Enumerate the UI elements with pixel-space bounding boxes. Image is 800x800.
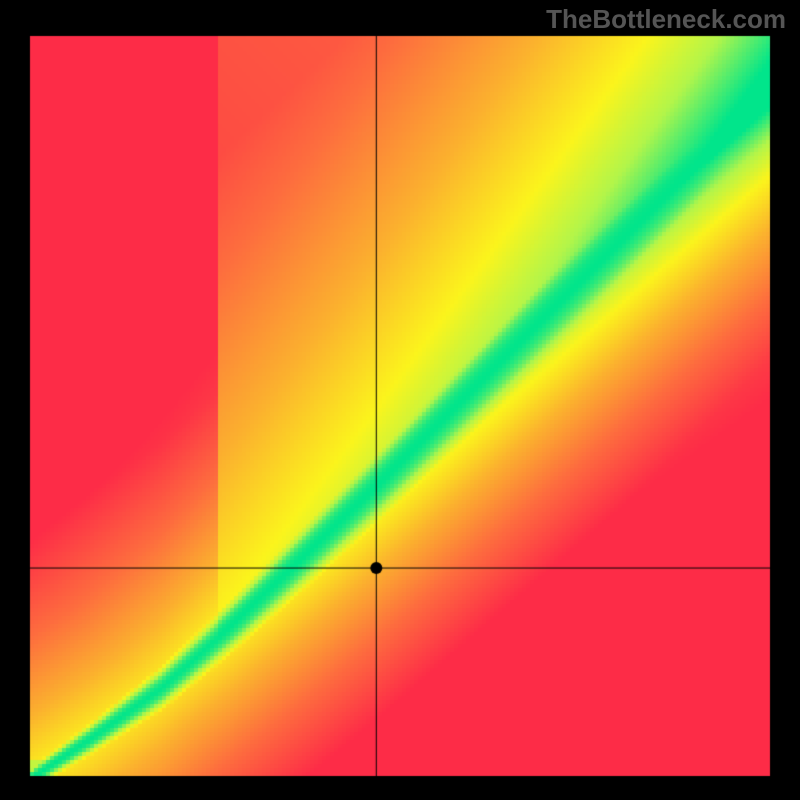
heatmap-canvas <box>0 0 800 800</box>
watermark-text: TheBottleneck.com <box>546 4 786 35</box>
chart-container: TheBottleneck.com <box>0 0 800 800</box>
